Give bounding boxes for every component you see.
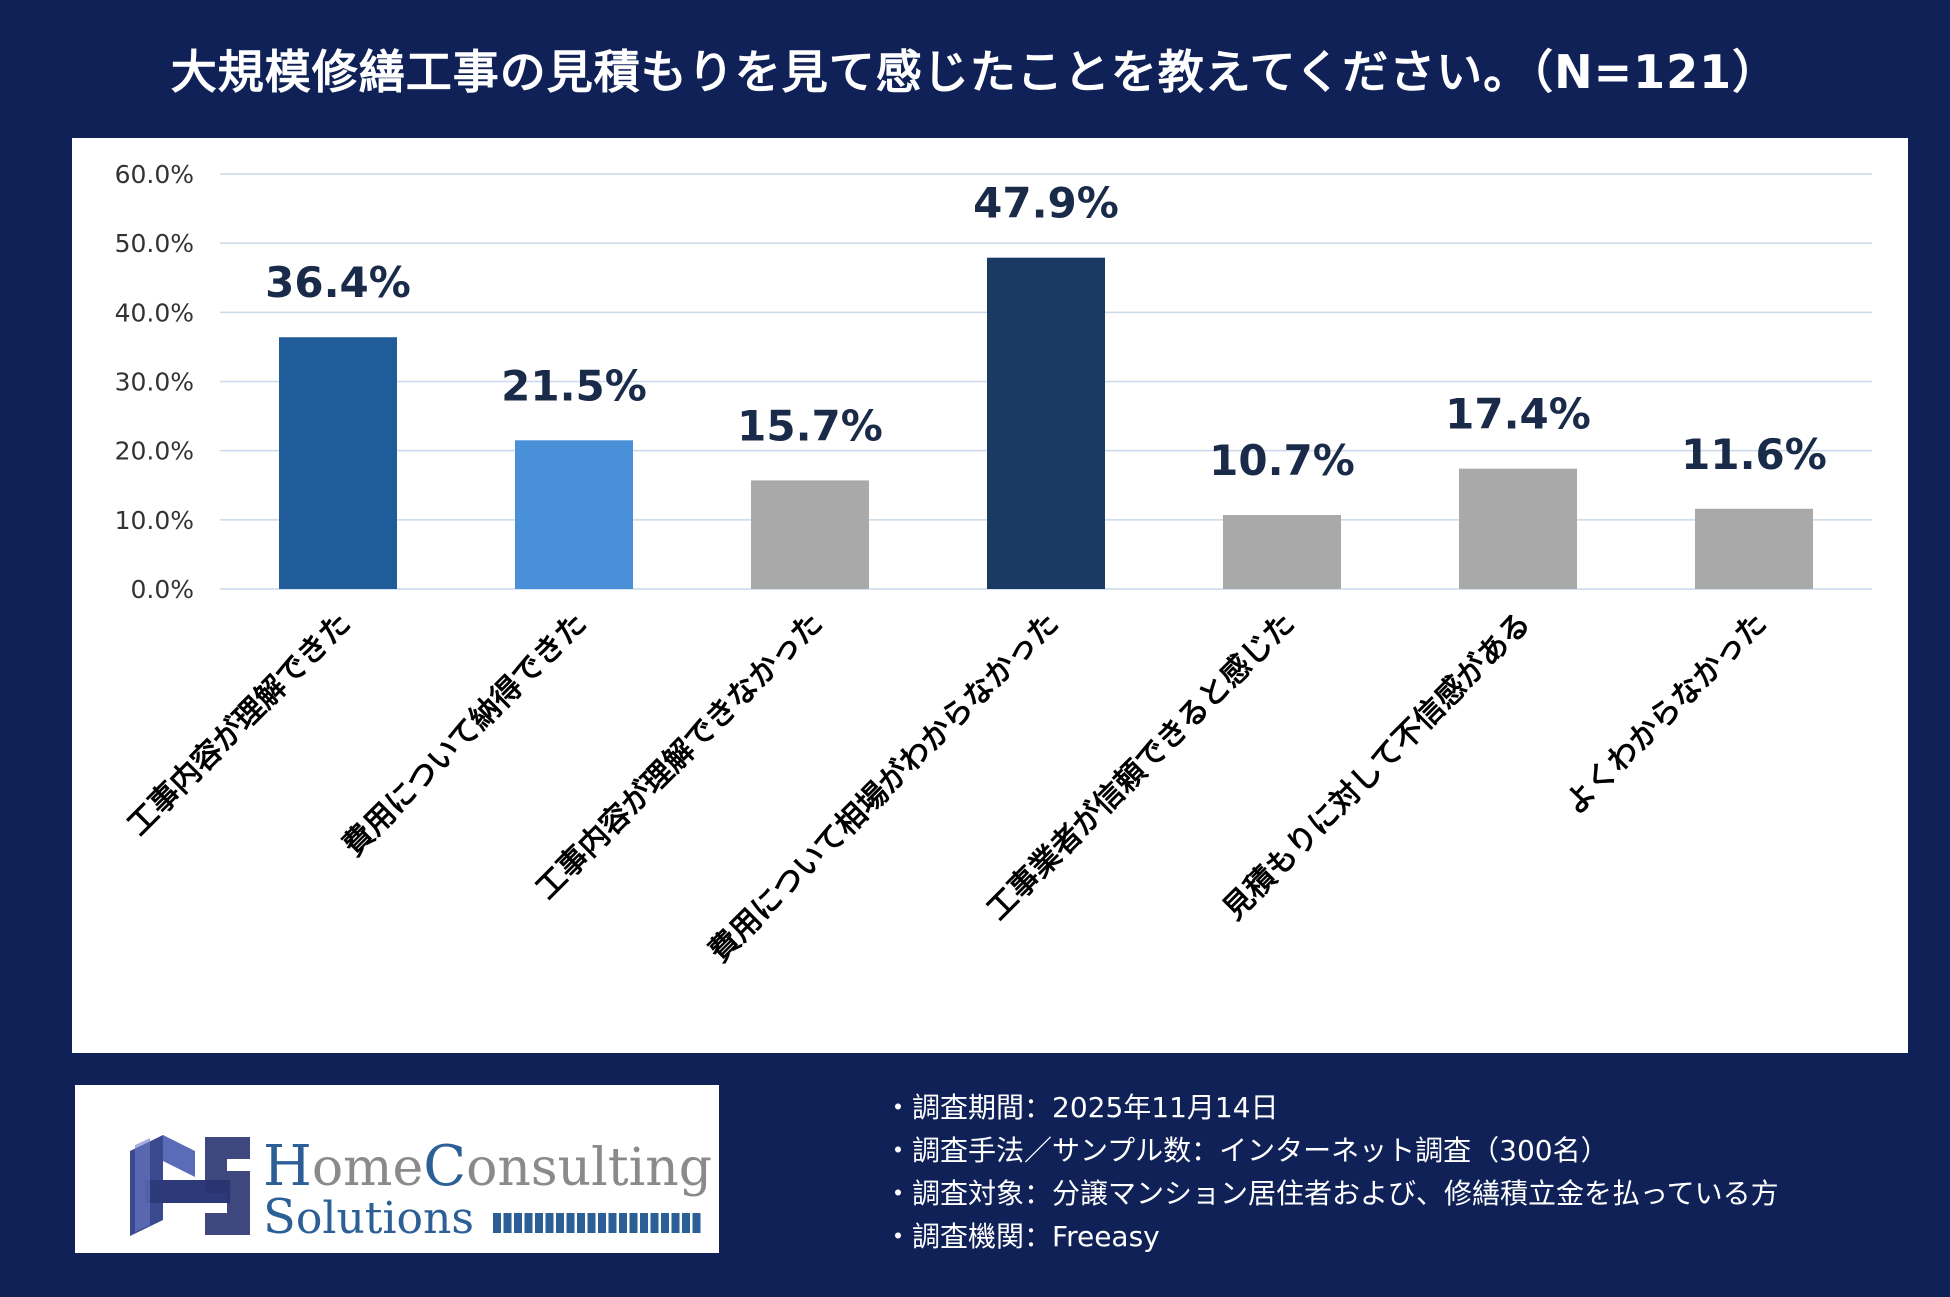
logo-text-olutions: olutions [296, 1193, 474, 1244]
data-label: 17.4% [1445, 390, 1591, 439]
logo-square [650, 1213, 659, 1233]
bar [1223, 514, 1341, 589]
logo-cap-c: C [423, 1134, 466, 1199]
data-label: 36.4% [265, 258, 411, 307]
data-label: 15.7% [737, 401, 883, 450]
bar [987, 257, 1105, 589]
logo-square [661, 1213, 669, 1233]
bar-chart: 0.0% 10.0% 20.0% 30.0% 40.0% 50.0% 60.0% 36.4% 工… [115, 160, 1872, 969]
logo-square [514, 1213, 522, 1233]
logo-square [598, 1213, 606, 1233]
logo-cap-s: S [263, 1189, 296, 1245]
logo-cap-h: H [263, 1134, 312, 1199]
svg-text:Solutions: Solutions [263, 1189, 474, 1245]
y-tick-label: 60.0% [115, 160, 194, 189]
logo-square [493, 1213, 501, 1233]
y-tick-label: 20.0% [115, 437, 194, 466]
bar [515, 440, 633, 589]
logo-text-ome: ome [312, 1138, 423, 1198]
monogram-icon [130, 1135, 250, 1236]
bar [1459, 468, 1577, 589]
logo-square [524, 1213, 533, 1233]
bar [1695, 508, 1813, 589]
category-label: 工事内容が理解できた [121, 606, 358, 843]
logo-square [640, 1213, 648, 1233]
bar [279, 337, 397, 589]
company-logo: HomeConsulting Solutions [75, 1085, 719, 1253]
logo-square [577, 1213, 585, 1233]
logo-square [671, 1213, 680, 1233]
svg-text:HomeConsulting: HomeConsulting [263, 1134, 712, 1199]
page-title: 大規模修繕工事の見積もりを見て感じたことを教えてください。（N=121） [170, 45, 1780, 99]
category-label: よくわからなかった [1558, 606, 1774, 822]
y-tick-label: 40.0% [115, 298, 194, 327]
logo-text-onsulting: onsulting [466, 1138, 712, 1198]
logo-square [619, 1213, 627, 1233]
survey-notes: ・調査期間：2025年11月14日 ・調査手法／サンプル数：インターネット調査（… [884, 1086, 1924, 1258]
y-tick-label: 30.0% [115, 368, 194, 397]
y-tick-label: 50.0% [115, 229, 194, 258]
y-tick-label: 0.0% [130, 575, 194, 604]
logo-square [556, 1213, 564, 1233]
logo-square [566, 1213, 575, 1233]
logo-square [629, 1213, 638, 1233]
logo-square [503, 1213, 512, 1233]
logo-square [692, 1213, 701, 1233]
logo-square [535, 1213, 543, 1233]
y-tick-label: 10.0% [115, 506, 194, 535]
logo-square [682, 1213, 690, 1233]
data-label: 47.9% [973, 179, 1119, 228]
logo-square [608, 1213, 617, 1233]
category-label: 費用について納得できた [336, 606, 593, 863]
logo-squares-decoration [493, 1213, 701, 1233]
data-label: 21.5% [501, 361, 647, 410]
bar [751, 480, 869, 589]
chart-panel: 0.0% 10.0% 20.0% 30.0% 40.0% 50.0% 60.0% 36.4% 工… [72, 138, 1908, 1053]
logo-graphic: HomeConsulting Solutions [130, 1134, 712, 1245]
note-period: ・調査期間：2025年11月14日 [884, 1091, 1279, 1124]
data-label: 10.7% [1209, 436, 1355, 485]
logo-square [587, 1213, 596, 1233]
logo-square [545, 1213, 554, 1233]
note-method: ・調査手法／サンプル数：インターネット調査（300名） [884, 1134, 1609, 1167]
data-label: 11.6% [1681, 430, 1827, 479]
note-target: ・調査対象：分譲マンション居住者および、修繕積立金を払っている方 [884, 1177, 1779, 1210]
note-organization: ・調査機関：Freeasy [884, 1220, 1160, 1253]
